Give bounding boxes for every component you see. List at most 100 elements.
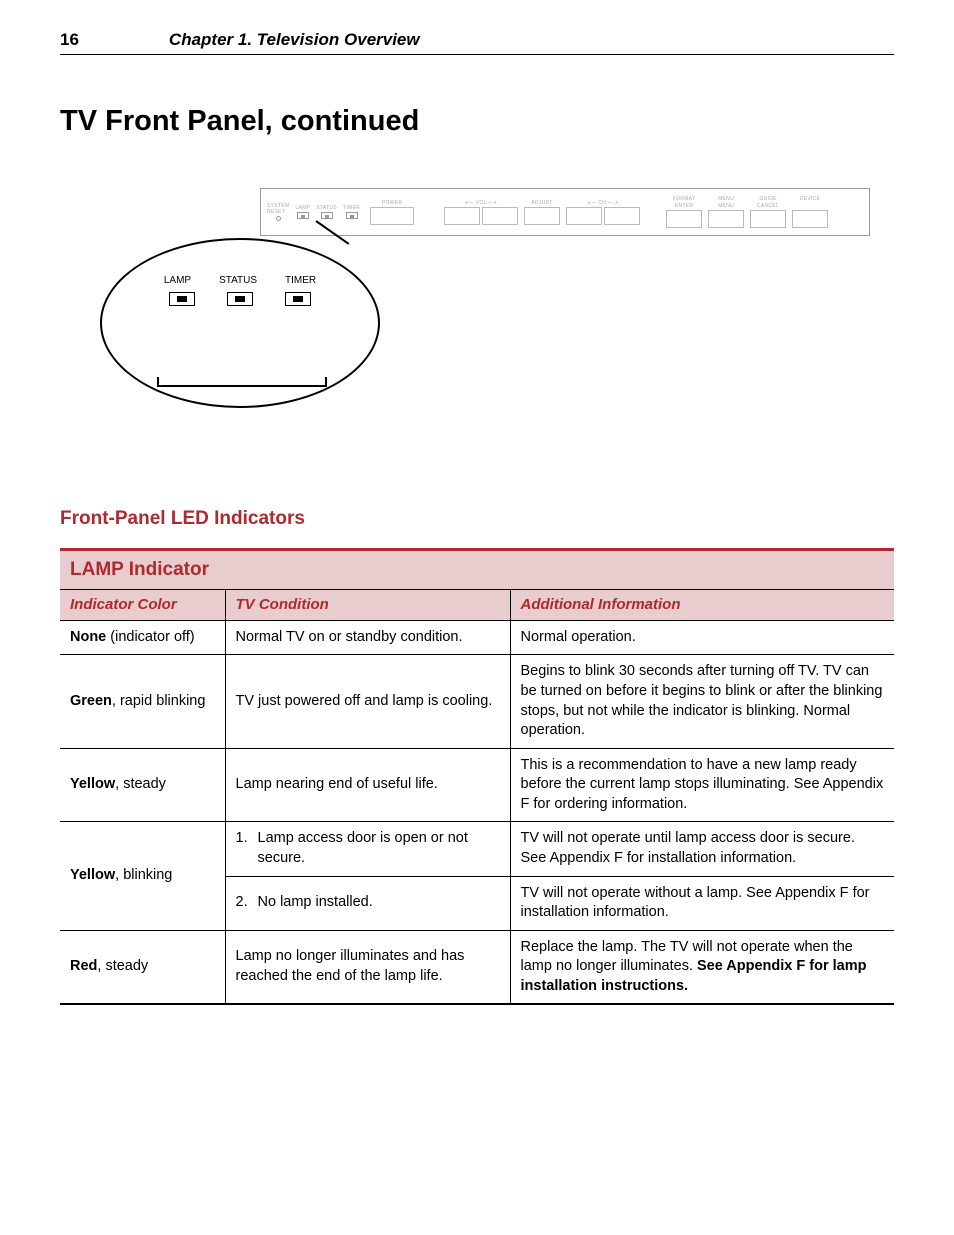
table-row: None (indicator off) Normal TV on or sta… — [60, 620, 894, 655]
status-indicator: STATUS — [316, 205, 337, 219]
sys-reset-icon — [276, 216, 281, 221]
sys-reset-label: SYSTEM RESET — [267, 203, 289, 215]
button-icon — [750, 210, 786, 228]
color-rest: (indicator off) — [106, 629, 194, 645]
device-button: DEVICE — [792, 196, 828, 228]
color-bold: Green — [70, 693, 112, 709]
color-bold: None — [70, 629, 106, 645]
col-header-condition: TV Condition — [225, 589, 510, 620]
zoom-lamp-icon — [169, 292, 195, 306]
power-button: POWER — [370, 200, 414, 225]
guide-label: GUIDE — [759, 196, 776, 202]
color-rest: , rapid blinking — [112, 693, 206, 709]
device-label: DEVICE — [800, 196, 820, 202]
lamp-indicator: LAMP — [295, 205, 310, 219]
table-row: Yellow, blinking 1.Lamp access door is o… — [60, 822, 894, 876]
power-label: POWER — [382, 200, 402, 206]
indicator-icon — [346, 212, 358, 219]
format-label: FORMAT — [673, 196, 696, 202]
cell-info: TV will not operate without a lamp. See … — [510, 876, 894, 930]
lamp-label: LAMP — [295, 205, 310, 211]
item-text: Lamp access door is open or not secure. — [258, 829, 500, 868]
ch-group: ∨— CH — ∧ — [566, 200, 640, 225]
cell-info: This is a recommendation to have a new l… — [510, 748, 894, 822]
cell-info: TV will not operate until lamp access do… — [510, 822, 894, 876]
guide-sub: CANCEL — [757, 203, 779, 209]
zoom-status-label: STATUS — [219, 275, 257, 286]
sys-reset-group: SYSTEM RESET — [267, 203, 289, 221]
page-header: 16 Chapter 1. Television Overview — [60, 30, 894, 55]
item-num: 2. — [236, 893, 258, 913]
chapter-title: Chapter 1. Television Overview — [169, 30, 420, 50]
color-rest: , blinking — [115, 867, 172, 883]
guide-button: GUIDECANCEL — [750, 196, 786, 228]
cell-color: Green, rapid blinking — [60, 655, 225, 748]
vol-label: ∨— VOL —∧ — [465, 200, 498, 206]
button-icon — [666, 210, 702, 228]
cell-color: Yellow, steady — [60, 748, 225, 822]
table-row: Green, rapid blinking TV just powered of… — [60, 655, 894, 748]
color-rest: , steady — [115, 776, 166, 792]
color-bold: Red — [70, 958, 97, 974]
page-title: TV Front Panel, continued — [60, 105, 894, 138]
section-heading: Front-Panel LED Indicators — [60, 508, 894, 530]
format-sub: ENTER — [675, 203, 693, 209]
col-header-info: Additional Information — [510, 589, 894, 620]
color-rest: , steady — [97, 958, 148, 974]
status-label: STATUS — [316, 205, 337, 211]
timer-label: TIMER — [343, 205, 360, 211]
color-bold: Yellow — [70, 867, 115, 883]
zoom-timer-label: TIMER — [285, 275, 316, 286]
ch-down-icon — [566, 207, 602, 225]
page: 16 Chapter 1. Television Overview TV Fro… — [0, 0, 954, 1065]
cell-condition: Lamp no longer illuminates and has reach… — [225, 930, 510, 1004]
cell-condition: Lamp nearing end of useful life. — [225, 748, 510, 822]
button-icon — [792, 210, 828, 228]
indicator-icon — [321, 212, 333, 219]
zoom-inner: LAMP STATUS TIMER — [102, 275, 378, 306]
cell-condition: TV just powered off and lamp is cooling. — [225, 655, 510, 748]
cell-color: Red, steady — [60, 930, 225, 1004]
table-row: Yellow, steady Lamp nearing end of usefu… — [60, 748, 894, 822]
zoom-timer-icon — [285, 292, 311, 306]
front-panel-strip: SYSTEM RESET LAMP STATUS TIMER POWER ∨— … — [260, 188, 870, 236]
vol-up-icon — [482, 207, 518, 225]
format-button: FORMATENTER — [666, 196, 702, 228]
cell-condition: 2.No lamp installed. — [225, 876, 510, 930]
button-icon — [524, 207, 560, 225]
diagram-area: SYSTEM RESET LAMP STATUS TIMER POWER ∨— … — [60, 188, 894, 468]
ch-label: ∨— CH — ∧ — [587, 200, 618, 206]
cell-info: Replace the lamp. The TV will not operat… — [510, 930, 894, 1004]
adjust-button: ADJUST — [524, 200, 560, 225]
table-row: Red, steady Lamp no longer illuminates a… — [60, 930, 894, 1004]
zoom-lamp-label: LAMP — [164, 275, 191, 286]
lamp-indicator-table: LAMP Indicator Indicator Color TV Condit… — [60, 548, 894, 1005]
device-sub — [809, 203, 811, 209]
indicator-icon — [297, 212, 309, 219]
button-icon — [708, 210, 744, 228]
item-num: 1. — [236, 829, 258, 868]
table-title: LAMP Indicator — [60, 550, 894, 590]
cell-info: Normal operation. — [510, 620, 894, 655]
menu-button: MENUMENU — [708, 196, 744, 228]
adjust-label: ADJUST — [531, 200, 552, 206]
panel-inner: SYSTEM RESET LAMP STATUS TIMER POWER ∨— … — [267, 195, 863, 229]
zoom-labels: LAMP STATUS TIMER — [102, 275, 378, 286]
cell-info: Begins to blink 30 seconds after turning… — [510, 655, 894, 748]
vol-group: ∨— VOL —∧ — [444, 200, 518, 225]
col-header-color: Indicator Color — [60, 589, 225, 620]
zoom-status-icon — [227, 292, 253, 306]
cell-color: Yellow, blinking — [60, 822, 225, 930]
color-bold: Yellow — [70, 776, 115, 792]
button-icon — [370, 207, 414, 225]
page-number: 16 — [60, 30, 79, 50]
zoom-bracket-line — [157, 385, 327, 387]
cell-condition: Normal TV on or standby condition. — [225, 620, 510, 655]
ch-up-icon — [604, 207, 640, 225]
item-text: No lamp installed. — [258, 893, 373, 913]
vol-down-icon — [444, 207, 480, 225]
cell-color: None (indicator off) — [60, 620, 225, 655]
cell-condition: 1.Lamp access door is open or not secure… — [225, 822, 510, 876]
menu-sub: MENU — [718, 203, 734, 209]
zoom-callout: LAMP STATUS TIMER — [100, 238, 380, 408]
